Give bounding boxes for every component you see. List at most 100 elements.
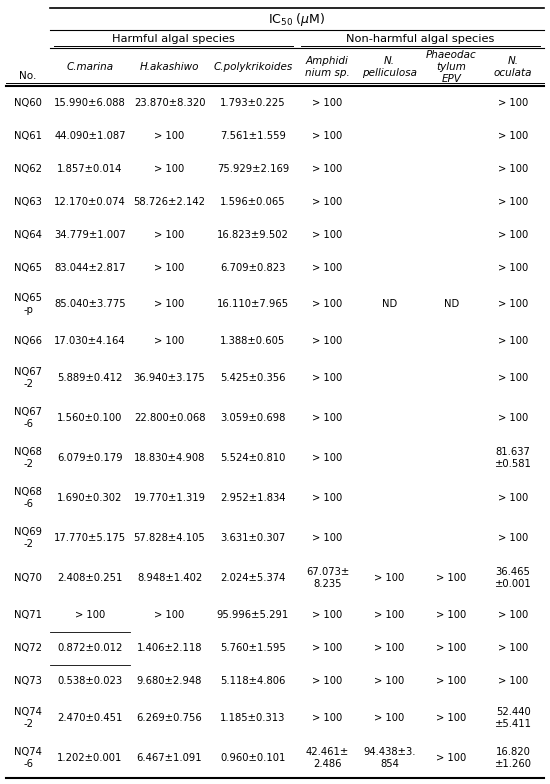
Text: 2.952±1.834: 2.952±1.834 <box>220 493 285 503</box>
Text: 44.090±1.087: 44.090±1.087 <box>54 131 126 140</box>
Text: NQ68
-2: NQ68 -2 <box>14 447 42 469</box>
Text: > 100: > 100 <box>498 493 528 503</box>
Text: > 100: > 100 <box>498 372 528 383</box>
Text: NQ64: NQ64 <box>14 230 42 240</box>
Text: 1.690±0.302: 1.690±0.302 <box>57 493 123 503</box>
Text: NQ67
-2: NQ67 -2 <box>14 367 42 389</box>
Text: 58.726±2.142: 58.726±2.142 <box>134 197 206 207</box>
Text: > 100: > 100 <box>155 299 185 310</box>
Text: > 100: > 100 <box>436 610 466 620</box>
Text: 2.408±0.251: 2.408±0.251 <box>57 573 123 583</box>
Text: 42.461±
2.486: 42.461± 2.486 <box>306 747 349 769</box>
Text: > 100: > 100 <box>155 131 185 140</box>
Text: 57.828±4.105: 57.828±4.105 <box>134 533 206 543</box>
Text: > 100: > 100 <box>312 372 343 383</box>
Text: ND: ND <box>443 299 459 310</box>
Text: 36.940±3.175: 36.940±3.175 <box>134 372 206 383</box>
Text: NQ60: NQ60 <box>14 97 42 107</box>
Text: NQ70: NQ70 <box>14 573 42 583</box>
Text: 17.770±5.175: 17.770±5.175 <box>54 533 126 543</box>
Text: > 100: > 100 <box>374 573 404 583</box>
Text: 5.524±0.810: 5.524±0.810 <box>220 453 285 463</box>
Text: 6.079±0.179: 6.079±0.179 <box>57 453 123 463</box>
Text: 16.820
±1.260: 16.820 ±1.260 <box>494 747 531 769</box>
Text: > 100: > 100 <box>155 164 185 174</box>
Text: > 100: > 100 <box>498 131 528 140</box>
Text: 6.467±1.091: 6.467±1.091 <box>137 753 202 763</box>
Text: 1.406±2.118: 1.406±2.118 <box>137 643 202 653</box>
Text: > 100: > 100 <box>498 299 528 310</box>
Text: 5.889±0.412: 5.889±0.412 <box>57 372 123 383</box>
Text: 3.059±0.698: 3.059±0.698 <box>220 413 285 423</box>
Text: > 100: > 100 <box>498 643 528 653</box>
Text: > 100: > 100 <box>312 164 343 174</box>
Text: 34.779±1.007: 34.779±1.007 <box>54 230 126 240</box>
Text: NQ65
-p: NQ65 -p <box>14 293 42 315</box>
Text: N.
oculata: N. oculata <box>494 56 532 78</box>
Text: > 100: > 100 <box>312 230 343 240</box>
Text: 36.465
±0.001: 36.465 ±0.001 <box>494 568 531 590</box>
Text: > 100: > 100 <box>498 533 528 543</box>
Text: 16.823±9.502: 16.823±9.502 <box>217 230 289 240</box>
Text: > 100: > 100 <box>312 336 343 346</box>
Text: 2.470±0.451: 2.470±0.451 <box>57 713 123 723</box>
Text: 1.793±0.225: 1.793±0.225 <box>220 97 286 107</box>
Text: 9.680±2.948: 9.680±2.948 <box>137 676 202 686</box>
Text: > 100: > 100 <box>374 713 404 723</box>
Text: 1.560±0.100: 1.560±0.100 <box>57 413 123 423</box>
Text: > 100: > 100 <box>498 164 528 174</box>
Text: > 100: > 100 <box>312 97 343 107</box>
Text: NQ73: NQ73 <box>14 676 42 686</box>
Text: > 100: > 100 <box>312 299 343 310</box>
Text: NQ74
-6: NQ74 -6 <box>14 747 42 769</box>
Text: > 100: > 100 <box>312 610 343 620</box>
Text: Amphidi
nium sp.: Amphidi nium sp. <box>305 56 350 78</box>
Text: 7.561±1.559: 7.561±1.559 <box>220 131 286 140</box>
Text: IC$_{50}$ ($\mu$M): IC$_{50}$ ($\mu$M) <box>268 10 326 27</box>
Text: 18.830±4.908: 18.830±4.908 <box>134 453 205 463</box>
Text: NQ67
-6: NQ67 -6 <box>14 407 42 429</box>
Text: > 100: > 100 <box>312 263 343 273</box>
Text: 1.202±0.001: 1.202±0.001 <box>57 753 123 763</box>
Text: > 100: > 100 <box>498 230 528 240</box>
Text: C.marina: C.marina <box>67 62 113 72</box>
Text: 16.110±7.965: 16.110±7.965 <box>217 299 289 310</box>
Text: NQ74
-2: NQ74 -2 <box>14 706 42 729</box>
Text: > 100: > 100 <box>312 713 343 723</box>
Text: 0.872±0.012: 0.872±0.012 <box>57 643 123 653</box>
Text: NQ65: NQ65 <box>14 263 42 273</box>
Text: > 100: > 100 <box>312 643 343 653</box>
Text: 15.990±6.088: 15.990±6.088 <box>54 97 126 107</box>
Text: > 100: > 100 <box>75 610 105 620</box>
Text: > 100: > 100 <box>312 676 343 686</box>
Text: NQ68
-6: NQ68 -6 <box>14 487 42 509</box>
Text: 81.637
±0.581: 81.637 ±0.581 <box>494 447 531 469</box>
Text: 6.269±0.756: 6.269±0.756 <box>137 713 202 723</box>
Text: > 100: > 100 <box>155 263 185 273</box>
Text: 94.438±3.
854: 94.438±3. 854 <box>363 747 416 769</box>
Text: Non-harmful algal species: Non-harmful algal species <box>346 34 494 44</box>
Text: > 100: > 100 <box>498 263 528 273</box>
Text: 1.596±0.065: 1.596±0.065 <box>220 197 286 207</box>
Text: 3.631±0.307: 3.631±0.307 <box>221 533 285 543</box>
Text: 23.870±8.320: 23.870±8.320 <box>134 97 205 107</box>
Text: 95.996±5.291: 95.996±5.291 <box>217 610 289 620</box>
Text: No.: No. <box>19 71 37 81</box>
Text: 85.040±3.775: 85.040±3.775 <box>54 299 126 310</box>
Text: > 100: > 100 <box>312 413 343 423</box>
Text: > 100: > 100 <box>436 713 466 723</box>
Text: > 100: > 100 <box>312 533 343 543</box>
Text: NQ61: NQ61 <box>14 131 42 140</box>
Text: 8.948±1.402: 8.948±1.402 <box>137 573 202 583</box>
Text: NQ62: NQ62 <box>14 164 42 174</box>
Text: Harmful algal species: Harmful algal species <box>112 34 235 44</box>
Text: > 100: > 100 <box>498 610 528 620</box>
Text: Phaeodac
tylum
EPV: Phaeodac tylum EPV <box>426 50 476 84</box>
Text: 52.440
±5.411: 52.440 ±5.411 <box>494 706 531 729</box>
Text: NQ63: NQ63 <box>14 197 42 207</box>
Text: > 100: > 100 <box>436 753 466 763</box>
Text: 6.709±0.823: 6.709±0.823 <box>220 263 285 273</box>
Text: > 100: > 100 <box>374 610 404 620</box>
Text: > 100: > 100 <box>312 197 343 207</box>
Text: 19.770±1.319: 19.770±1.319 <box>134 493 206 503</box>
